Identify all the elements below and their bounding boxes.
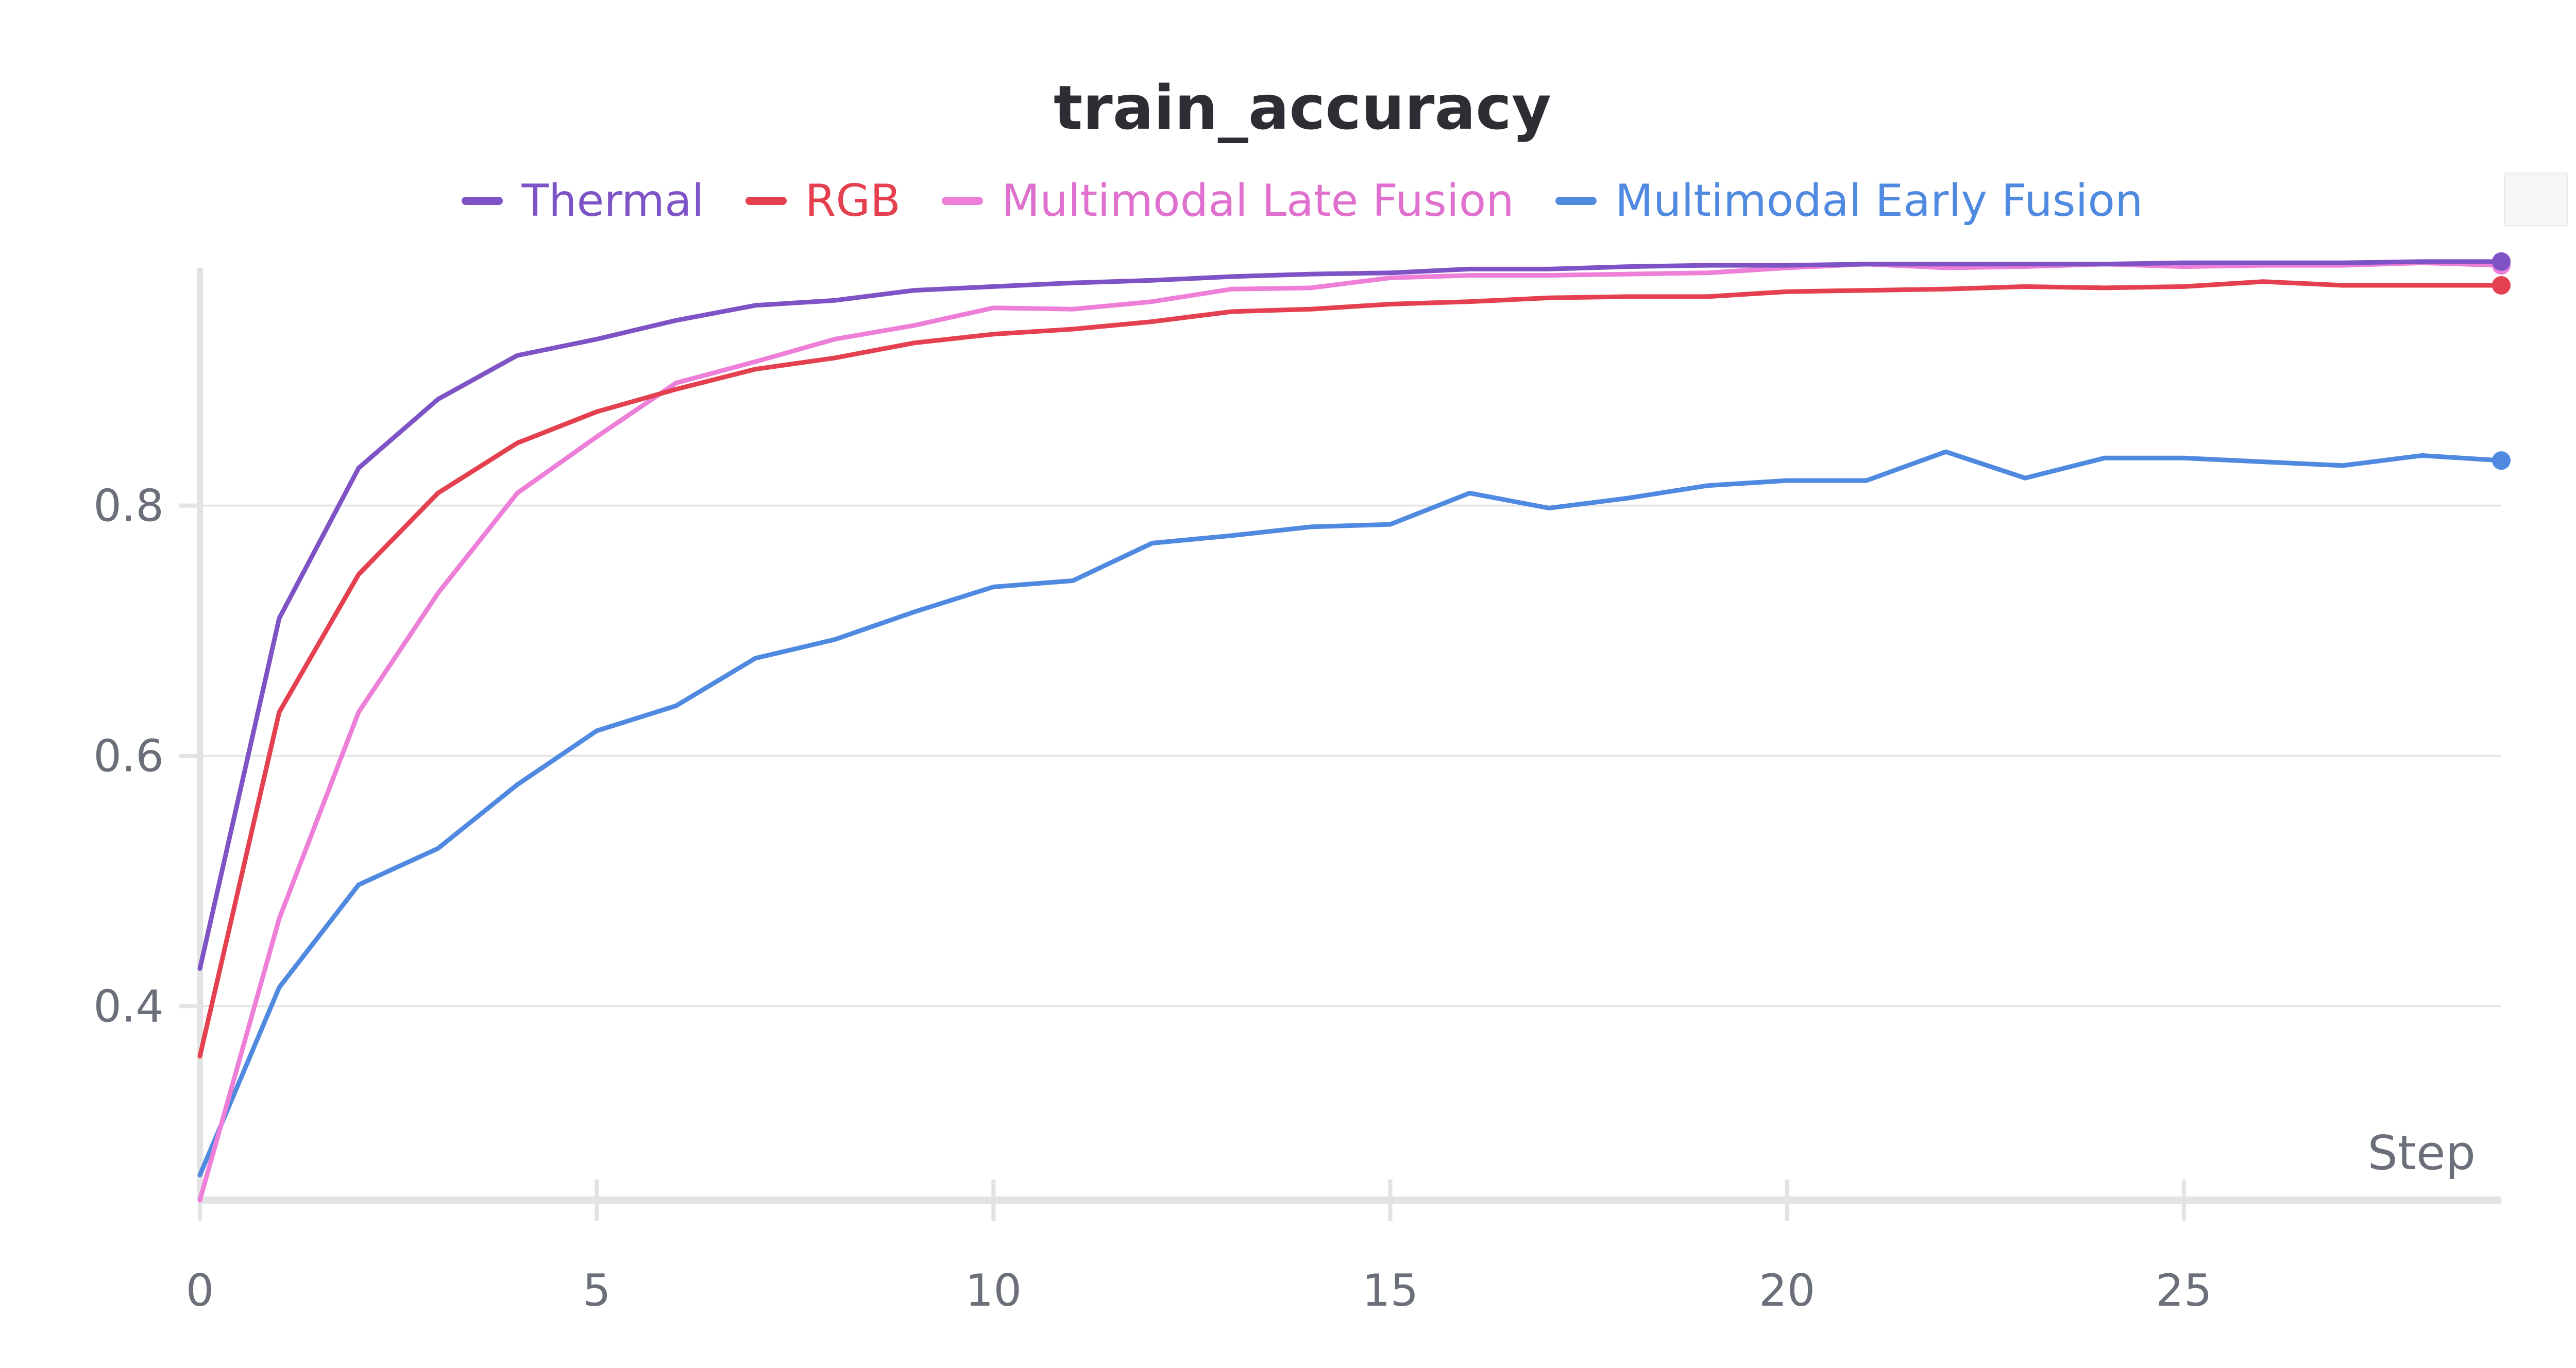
x-tick-label: 0 (186, 1265, 214, 1316)
y-tick-label: 0.6 (93, 731, 164, 782)
legend-label-thermal: Thermal (521, 175, 704, 227)
legend-swatch-rgb (745, 197, 787, 205)
legend-scroll-box[interactable] (2504, 173, 2568, 226)
legend-item-late-fusion[interactable]: Multimodal Late Fusion (942, 175, 1514, 227)
legend-item-thermal[interactable]: Thermal (462, 175, 704, 227)
x-tick-label: 10 (965, 1265, 1022, 1316)
x-tick-label: 20 (1759, 1265, 1815, 1316)
series-line-rgb[interactable] (197, 279, 2504, 1059)
chart-title: train_accuracy (1054, 72, 1551, 143)
y-tick-label: 0.4 (93, 981, 164, 1032)
x-tick-label: 25 (2156, 1265, 2212, 1316)
x-tick-label: 15 (1362, 1265, 1418, 1316)
series-line-thermal[interactable] (197, 259, 2504, 971)
legend-label-early-fusion: Multimodal Early Fusion (1615, 175, 2143, 227)
legend-item-early-fusion[interactable]: Multimodal Early Fusion (1555, 175, 2143, 227)
legend-swatch-early-fusion (1555, 197, 1597, 205)
series-endpoint-multimodal-early-fusion[interactable] (2492, 451, 2511, 470)
legend-label-late-fusion: Multimodal Late Fusion (1002, 175, 1514, 227)
legend-label-rgb: RGB (805, 175, 901, 227)
x-tick-label: 5 (583, 1265, 611, 1316)
series-endpoint-rgb[interactable] (2492, 276, 2511, 295)
legend-item-rgb[interactable]: RGB (745, 175, 901, 227)
legend-swatch-late-fusion (942, 197, 984, 205)
legend-swatch-thermal (462, 197, 503, 205)
series-line-multimodal-late-fusion[interactable] (197, 260, 2504, 1203)
series-line-multimodal-early-fusion[interactable] (197, 449, 2504, 1177)
series-endpoint-thermal[interactable] (2492, 252, 2511, 271)
legend: Thermal RGB Multimodal Late Fusion Multi… (0, 170, 2576, 232)
y-tick-label: 0.8 (93, 481, 164, 532)
x-axis-label: Step (2368, 1125, 2476, 1181)
